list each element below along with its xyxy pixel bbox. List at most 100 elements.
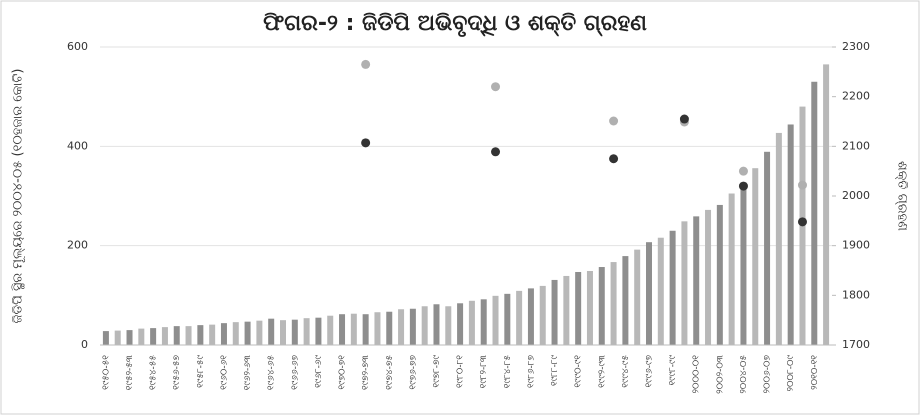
bar (634, 249, 641, 345)
bar (126, 330, 133, 345)
bar (551, 279, 558, 345)
bar (752, 168, 759, 345)
bar (256, 320, 263, 345)
x-tick-label: ୧୯୬୦-୬୧ (219, 355, 229, 390)
scatter-point (609, 154, 619, 164)
y2-tick-label: 2300 (842, 40, 870, 53)
y2-tick-label: 2100 (842, 139, 870, 152)
bar (185, 326, 192, 345)
bar (362, 314, 369, 345)
scatter-point (361, 59, 371, 69)
bar (150, 328, 157, 345)
x-tick-label: ୧୯୮୦-୮୧ (456, 355, 466, 388)
bar (386, 311, 393, 345)
bar (327, 315, 334, 345)
bar (433, 304, 440, 345)
scatter-point (491, 147, 501, 157)
bar (445, 306, 452, 345)
bar (161, 327, 168, 345)
x-tick-label: ୧୯୫୦-୫୧ (101, 355, 111, 390)
y2-tick-label: 2200 (842, 90, 870, 103)
bar (102, 331, 109, 345)
bar (468, 300, 475, 345)
bar (114, 330, 121, 345)
x-tick-label: ୧୯୯୮-୯୯ (668, 354, 678, 385)
scatter-point (609, 116, 619, 126)
x-tick-label: ୧୯୫୮-୫୯ (196, 354, 206, 387)
bar (811, 81, 818, 346)
y-axis-label: ଜିଡିପି ସ୍ଥିର ମୂଲ୍ୟରେ ୨୦୦୪-୦୫ (୧୦ହଜାର କୋଟ… (11, 69, 27, 324)
x-tick-label: ୨୦୦୪-୦୫ (739, 355, 749, 394)
x-tick-label: ୧୯୫୬-୫୭ (172, 355, 182, 390)
x-tick-label: ୧୯୭୬-୭୭ (408, 355, 418, 390)
bar (339, 314, 346, 345)
x-tick-label: ୨୦୧୦-୧୧ (810, 355, 820, 390)
bar (480, 299, 487, 345)
x-tick-label: ୧୯୬୨-୬୩ (243, 355, 253, 390)
scatter-point (679, 114, 689, 124)
bar (421, 306, 428, 345)
chart-title: ଫିଗର-୨ : ଜିଡିପି ଅଭିବୃଦ୍ଧି ଓ ଶକ୍ତି ଗ୍ରହଣ (263, 11, 647, 38)
bar (716, 204, 723, 345)
x-tick-label: ୧୯୬୮-୬୯ (314, 354, 324, 387)
bar (705, 209, 712, 345)
x-tick-label: ୧୯୭୨-୭୩ (361, 355, 371, 390)
x-tick-label: ୧୯୯୬-୯୭ (645, 355, 655, 388)
bar (693, 216, 700, 345)
bar (398, 309, 405, 345)
x-tick-label: ୧୯୭୦-୭୧ (338, 355, 348, 390)
bar (315, 317, 322, 345)
bar (586, 270, 593, 345)
bar (669, 230, 676, 345)
x-tick-label: ୧୯୯୦-୯୧ (574, 355, 584, 388)
bar (280, 320, 286, 345)
bar (764, 151, 771, 345)
scatter-point (738, 166, 748, 176)
x-tick-label: ୧୯୫୨-୫୩ (125, 355, 135, 390)
x-tick-label: ୧୯୮୮-୮୯ (550, 354, 560, 386)
scatter-point (797, 217, 807, 227)
bar (374, 312, 381, 345)
bar (268, 318, 275, 345)
bar (610, 262, 617, 345)
bar (197, 325, 204, 345)
y2-tick-label: 2000 (842, 189, 870, 202)
bar (209, 324, 216, 345)
bar (527, 288, 534, 345)
bar (681, 221, 688, 345)
bar (622, 256, 629, 345)
bar (823, 64, 830, 345)
x-tick-label: ୧୯୮୬-୮୭ (526, 355, 536, 388)
bar (516, 290, 523, 345)
bar (504, 293, 511, 345)
scatter-point (491, 82, 501, 92)
bar (492, 295, 499, 345)
bar (244, 321, 251, 345)
bar (350, 313, 357, 345)
x-tick-label: ୧୯୮୪-୮୫ (503, 355, 513, 389)
bar (457, 303, 464, 345)
y2-tick-label: 1900 (842, 239, 870, 252)
bar (303, 318, 310, 345)
x-tick-label: ୨୦୦୨-୦୩ (715, 355, 725, 394)
x-tick-label: ୧୯୬୪-୬୫ (267, 355, 277, 390)
bar (728, 193, 735, 345)
x-tick-label: ୧୯୫୪-୫୫ (149, 355, 159, 390)
y2-axis-label: ଶକ୍ତି ଗ୍ରହଣ (895, 161, 910, 231)
bar (575, 271, 582, 345)
bar (173, 326, 180, 345)
bar (740, 182, 747, 345)
bar (775, 132, 782, 345)
x-tick-label: ୨୦୦୦-୦୧ (692, 355, 702, 394)
bar (220, 323, 227, 345)
y-tick-label: 400 (67, 139, 88, 152)
x-tick-label: ୨୦୦୮-୦୯ (786, 354, 796, 391)
x-tick-label: ୧୯୭୪-୭୫ (385, 355, 395, 390)
y-tick-label: 600 (67, 40, 88, 53)
scatter-point (738, 181, 748, 191)
bar (598, 267, 605, 345)
bar (563, 275, 570, 345)
bar (232, 322, 239, 345)
